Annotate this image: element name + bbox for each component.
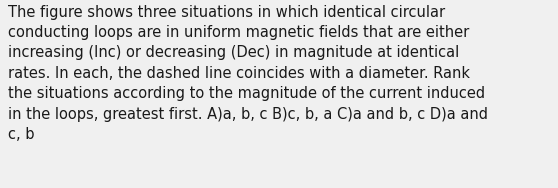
Text: The figure shows three situations in which identical circular
conducting loops a: The figure shows three situations in whi… <box>8 5 488 142</box>
